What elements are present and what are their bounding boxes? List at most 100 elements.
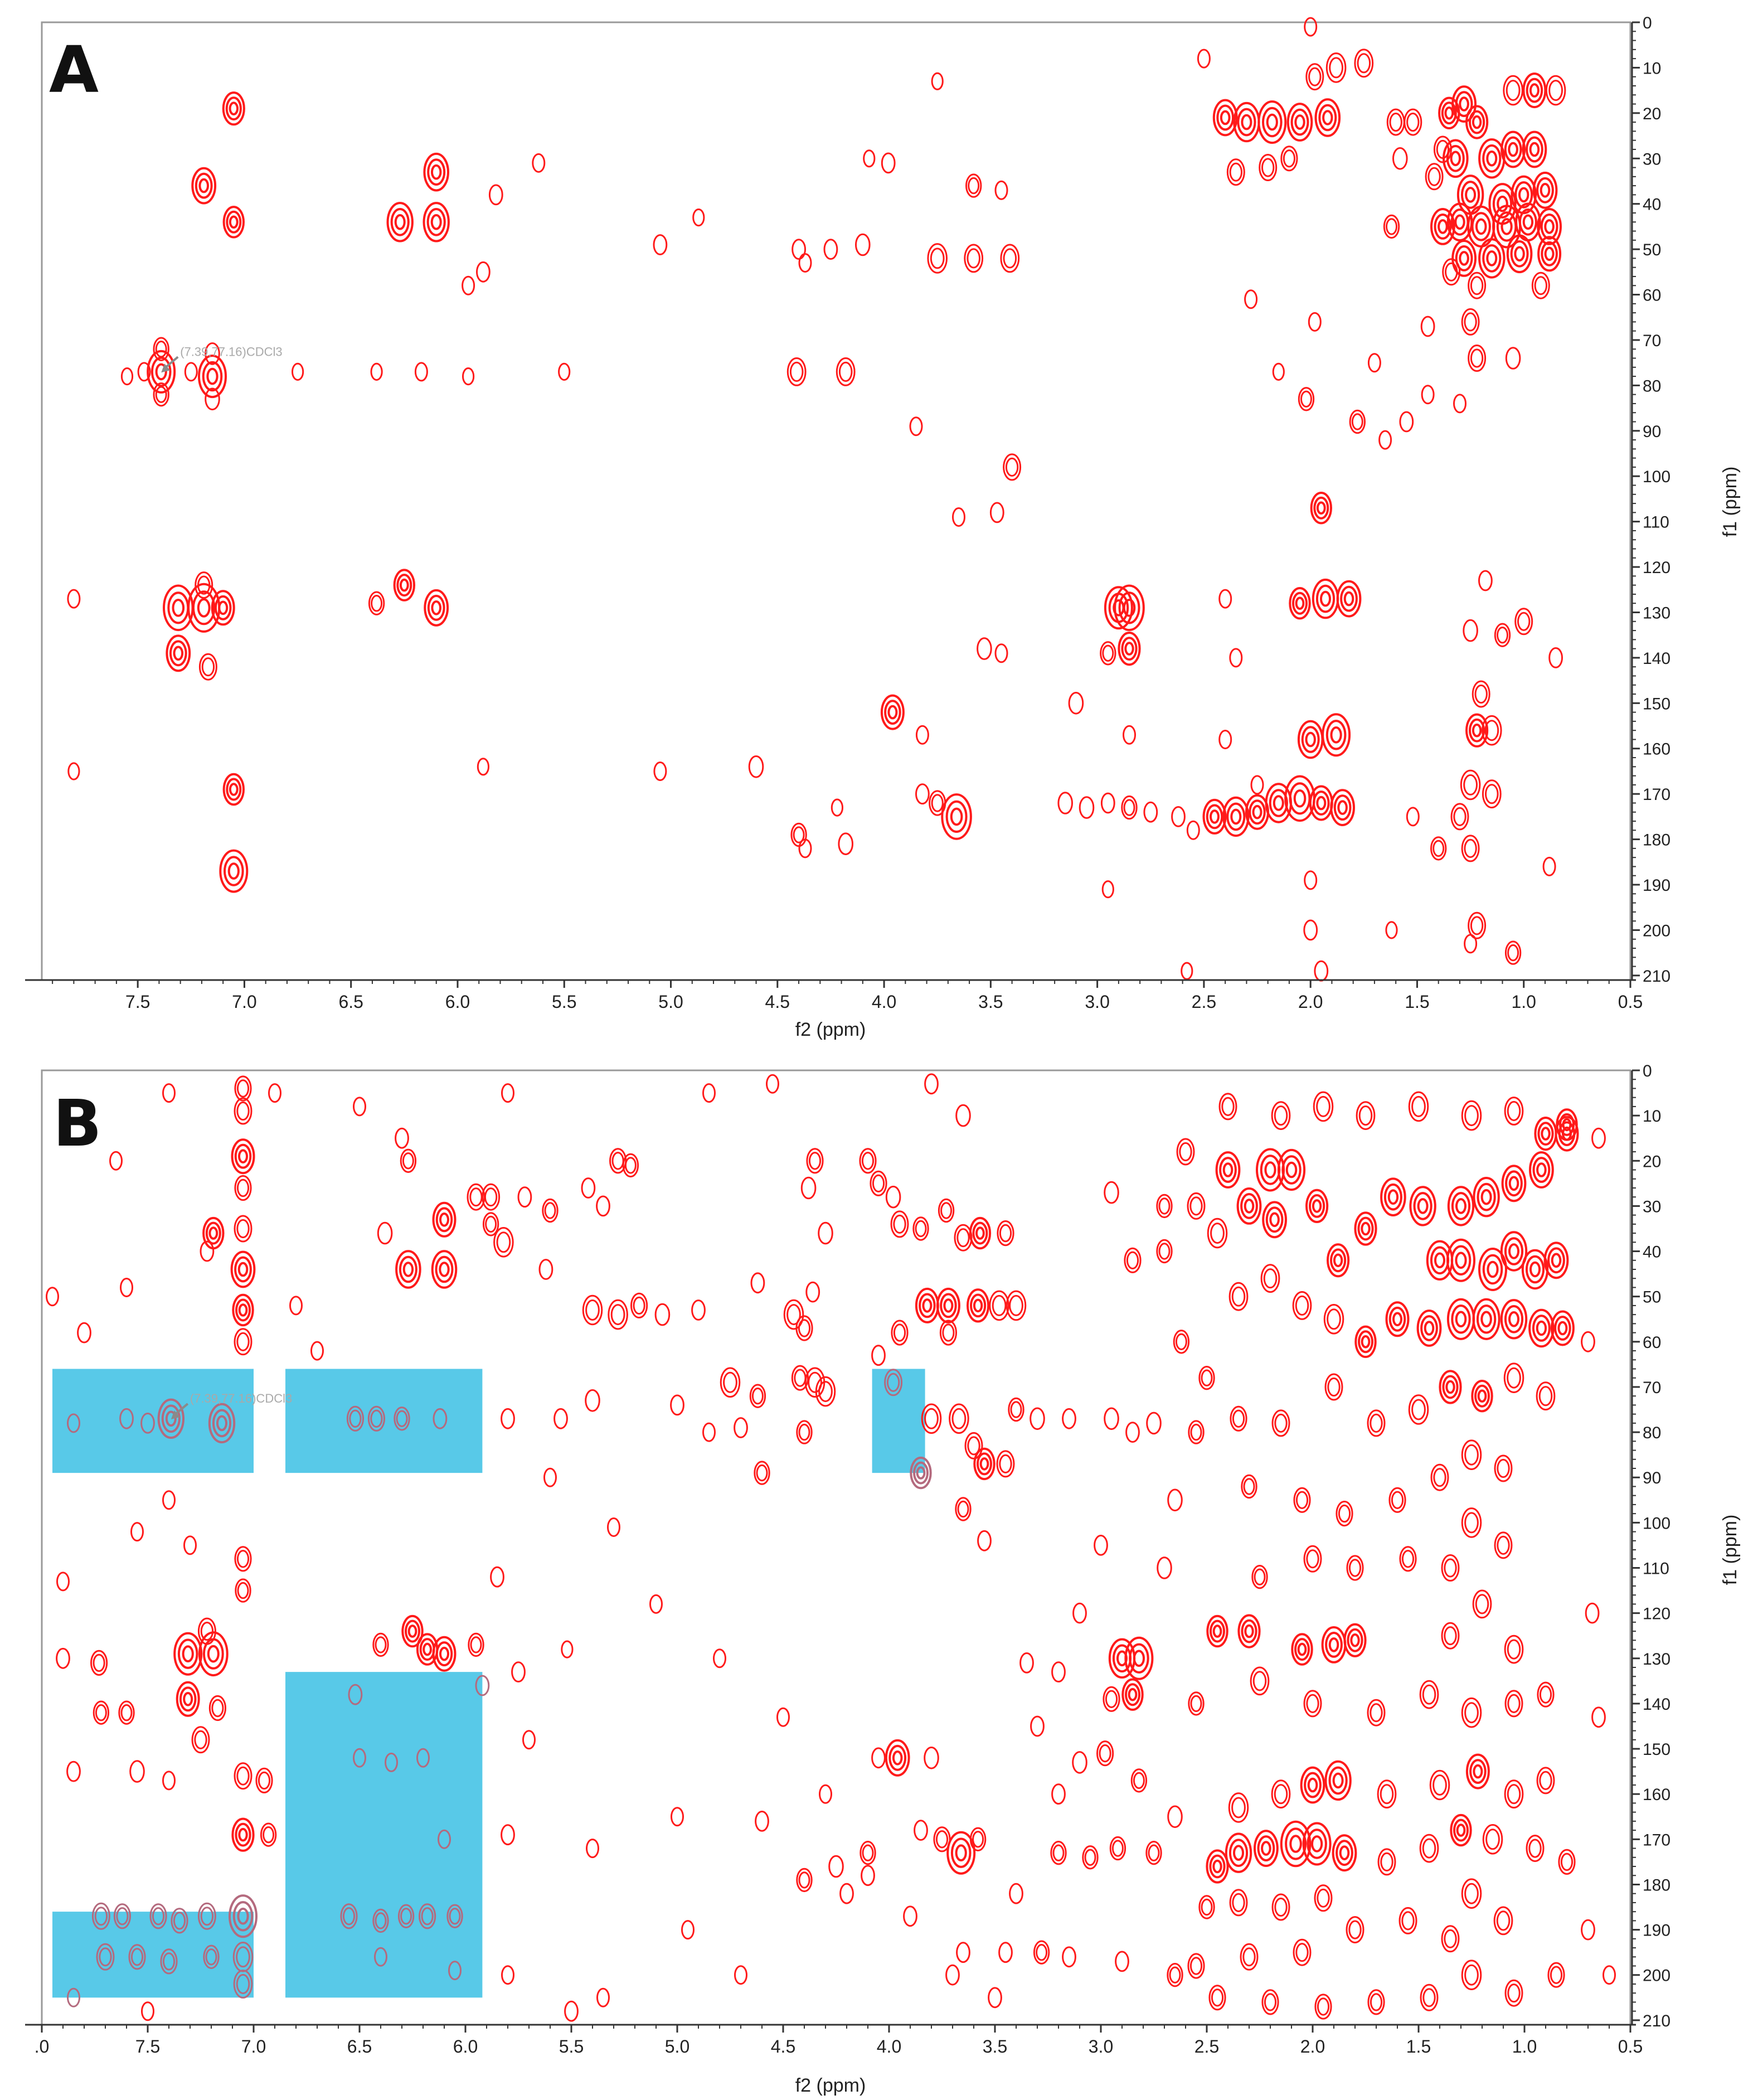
peak-contour-ring (172, 599, 185, 617)
peak-contour-ring (1559, 1113, 1575, 1136)
peak-contour-ring (1271, 1893, 1290, 1921)
peak-contour (1529, 1151, 1554, 1189)
peak-contour-ring (1361, 1221, 1371, 1236)
peak-contour (1536, 1381, 1556, 1411)
peak-contour (372, 1632, 389, 1657)
peak-contour-ring (1447, 1186, 1475, 1226)
peak-contour-ring (235, 1822, 251, 1847)
peak-contour (1343, 1623, 1367, 1657)
peak-contour-ring (1006, 1290, 1027, 1321)
peak-contour (260, 1822, 277, 1847)
peak-contour-ring (1286, 103, 1313, 142)
peak-contour (1421, 385, 1435, 405)
peak-contour (1096, 1740, 1114, 1767)
peak-contour-ring (1251, 1565, 1268, 1589)
peak-contour-ring (1508, 1176, 1519, 1191)
peak-contour (446, 1904, 463, 1929)
peak-contour-ring (955, 1844, 967, 1861)
peak-contour-ring (234, 1328, 252, 1356)
peak-contour-ring (390, 208, 410, 236)
peak-contour-ring (633, 1296, 645, 1315)
peak-contour-ring (1259, 154, 1278, 181)
peak-contour-ring (1289, 1835, 1302, 1853)
peak-contour-ring (1433, 1468, 1446, 1487)
peak-contour (964, 244, 984, 273)
peak-contour-ring (1036, 1944, 1048, 1961)
peak-contour-ring (1388, 1306, 1406, 1332)
y-tick-label: 30 (1643, 150, 1661, 168)
peak-contour-ring (654, 1303, 671, 1326)
peak-contour-ring (977, 1452, 992, 1476)
peak-contour-ring (402, 1152, 414, 1170)
peak-contour-ring (90, 1650, 108, 1676)
peak-contour-ring (416, 1748, 430, 1768)
peak-contour-ring (67, 1413, 80, 1433)
y-tick-label: 110 (1643, 1560, 1669, 1578)
peak-contour (1349, 409, 1366, 434)
peak-contour-ring (1548, 80, 1563, 101)
peak-contour-ring (214, 595, 232, 620)
y-tick-label: 0 (1643, 1062, 1652, 1080)
peak-contour-ring (968, 177, 980, 195)
peak-contour (198, 355, 227, 399)
peak-contour-ring (969, 1216, 992, 1250)
peak-contour (501, 1965, 514, 1985)
peak-contour-ring (1472, 1589, 1492, 1619)
peak-contour (1380, 1177, 1406, 1216)
peak-contour-ring (1539, 1771, 1552, 1790)
peak-contour-ring (1327, 1377, 1341, 1397)
peak-contour-ring (1528, 1839, 1542, 1858)
peak-contour-ring (99, 1947, 112, 1967)
peak-contour (996, 1450, 1015, 1478)
peak-contour (433, 1408, 448, 1429)
peak-contour-ring (236, 1219, 250, 1239)
peak-contour-ring (1257, 100, 1287, 144)
peak-contour-ring (1532, 1315, 1551, 1342)
peak-contour (1367, 1989, 1385, 2015)
peak-contour-ring (1300, 390, 1312, 408)
peak-contour-ring (653, 234, 668, 255)
peak-contour-ring (1229, 162, 1243, 182)
peak-contour (1377, 1848, 1396, 1876)
peak-contour-ring (1358, 1105, 1373, 1126)
peak-contour (424, 589, 449, 627)
peak-contour-ring (208, 1226, 218, 1240)
peak-contour-ring (234, 1215, 252, 1243)
peak-contour (462, 275, 475, 295)
peak-contour (222, 206, 245, 239)
peak-contour-ring (1124, 1247, 1142, 1273)
peak-contour (989, 1290, 1009, 1321)
peak-contour-ring (258, 1771, 271, 1790)
peak-contour (691, 1299, 706, 1321)
peak-contour (1461, 1439, 1482, 1470)
peak-contour-ring (1507, 1983, 1521, 2003)
x-tick-label: 2.0 (1300, 2036, 1325, 2057)
peak-contour (1473, 1177, 1500, 1218)
peak-contour-ring (1475, 218, 1487, 235)
peak-contour-ring (972, 1831, 984, 1848)
peak-contour-ring (1226, 158, 1245, 186)
peak-contour-ring (375, 1912, 387, 1929)
peak-contour-ring (484, 1187, 498, 1207)
peak-contour-ring (1503, 75, 1523, 106)
x-tick-label: 3.5 (978, 992, 1003, 1012)
peak-contour (219, 849, 249, 893)
peak-contour-ring (462, 367, 475, 386)
peak-contour-ring (1461, 1100, 1482, 1131)
peak-contour-ring (1313, 496, 1329, 520)
peak-contour-ring (255, 1767, 273, 1793)
peak-contour-ring (1261, 1989, 1279, 2015)
peak-contour-ring (791, 239, 806, 260)
peak-contour-ring (1401, 1550, 1415, 1568)
peak-contour (946, 1831, 976, 1875)
peak-contour-ring (1218, 589, 1232, 609)
peak-contour-ring (1550, 1310, 1575, 1346)
peak-contour-ring (395, 1127, 409, 1149)
peak-contour-ring (370, 1409, 383, 1428)
peak-contour-ring (1211, 1989, 1224, 2007)
peak-contour-ring (201, 657, 215, 677)
peak-contour-ring (207, 1645, 220, 1663)
peak-contour (1104, 1407, 1119, 1430)
peak-contour-ring (1008, 1397, 1024, 1422)
peak-contour-ring (912, 1216, 929, 1241)
